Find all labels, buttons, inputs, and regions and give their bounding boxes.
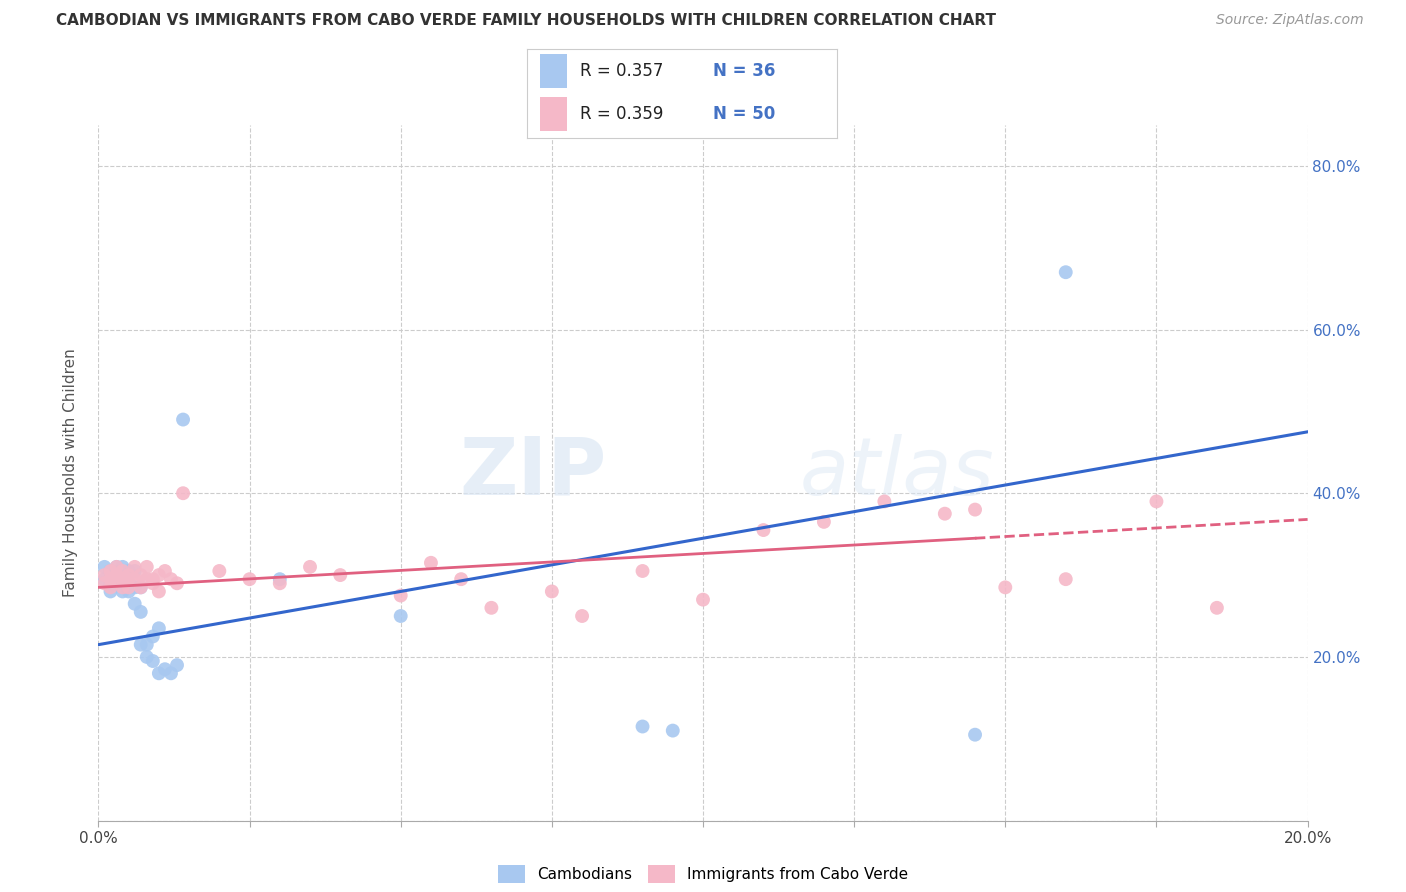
Bar bbox=[540, 97, 568, 131]
Point bbox=[631, 564, 654, 578]
Point bbox=[100, 580, 122, 594]
Point bbox=[208, 564, 231, 578]
Point bbox=[329, 568, 352, 582]
Point bbox=[93, 560, 115, 574]
Point bbox=[540, 584, 562, 599]
Point bbox=[148, 584, 170, 599]
Point bbox=[118, 564, 141, 578]
Point bbox=[172, 412, 194, 426]
Point bbox=[148, 621, 170, 635]
Point bbox=[420, 556, 443, 570]
Point bbox=[873, 494, 896, 508]
Bar bbox=[540, 54, 568, 88]
Point bbox=[160, 572, 183, 586]
Point bbox=[105, 572, 128, 586]
Point bbox=[105, 568, 128, 582]
Point bbox=[1206, 600, 1229, 615]
Point bbox=[105, 572, 128, 586]
Point bbox=[111, 572, 134, 586]
Point bbox=[160, 666, 183, 681]
Point bbox=[172, 486, 194, 500]
Point bbox=[93, 572, 115, 586]
Text: CAMBODIAN VS IMMIGRANTS FROM CABO VERDE FAMILY HOUSEHOLDS WITH CHILDREN CORRELAT: CAMBODIAN VS IMMIGRANTS FROM CABO VERDE … bbox=[56, 13, 997, 29]
Point bbox=[111, 584, 134, 599]
Point bbox=[148, 666, 170, 681]
Point bbox=[148, 568, 170, 582]
Point bbox=[93, 568, 115, 582]
Point bbox=[142, 572, 165, 586]
Point bbox=[105, 572, 128, 586]
Legend: Cambodians, Immigrants from Cabo Verde: Cambodians, Immigrants from Cabo Verde bbox=[492, 859, 914, 889]
Point bbox=[118, 580, 141, 594]
Point bbox=[124, 572, 146, 586]
Point bbox=[129, 605, 152, 619]
Point bbox=[965, 728, 987, 742]
Point bbox=[129, 568, 152, 582]
Point bbox=[105, 560, 128, 574]
Point bbox=[111, 560, 134, 574]
Text: atlas: atlas bbox=[800, 434, 994, 512]
Point bbox=[166, 658, 188, 673]
Point bbox=[239, 572, 262, 586]
Point bbox=[124, 560, 146, 574]
Point bbox=[1054, 265, 1077, 279]
Point bbox=[135, 572, 157, 586]
Point bbox=[692, 592, 714, 607]
Point bbox=[100, 576, 122, 591]
Point bbox=[93, 576, 115, 591]
Point bbox=[100, 564, 122, 578]
Text: R = 0.359: R = 0.359 bbox=[579, 105, 664, 123]
Point bbox=[389, 589, 412, 603]
Point bbox=[118, 576, 141, 591]
Point bbox=[153, 564, 176, 578]
Point bbox=[100, 572, 122, 586]
Text: N = 50: N = 50 bbox=[713, 105, 775, 123]
Point bbox=[450, 572, 472, 586]
Point bbox=[129, 638, 152, 652]
Point bbox=[111, 572, 134, 586]
Point bbox=[299, 560, 322, 574]
Point bbox=[1054, 572, 1077, 586]
Point bbox=[135, 638, 157, 652]
Point bbox=[662, 723, 685, 738]
Y-axis label: Family Households with Children: Family Households with Children bbox=[63, 349, 77, 597]
Point bbox=[100, 564, 122, 578]
Point bbox=[118, 572, 141, 586]
Point bbox=[142, 630, 165, 644]
Point bbox=[269, 576, 291, 591]
Point bbox=[124, 597, 146, 611]
Point bbox=[153, 662, 176, 676]
Text: N = 36: N = 36 bbox=[713, 62, 775, 80]
Point bbox=[124, 564, 146, 578]
Point bbox=[994, 580, 1017, 594]
Point bbox=[166, 576, 188, 591]
Point bbox=[135, 560, 157, 574]
Point bbox=[118, 584, 141, 599]
Point bbox=[111, 564, 134, 578]
Point bbox=[481, 600, 503, 615]
Point bbox=[100, 584, 122, 599]
Point bbox=[118, 568, 141, 582]
Point bbox=[124, 580, 146, 594]
Point bbox=[105, 560, 128, 574]
Point bbox=[129, 580, 152, 594]
Point bbox=[752, 523, 775, 537]
Point bbox=[111, 580, 134, 594]
Point bbox=[1144, 494, 1167, 508]
Point bbox=[813, 515, 835, 529]
Point bbox=[269, 572, 291, 586]
Text: ZIP: ZIP bbox=[458, 434, 606, 512]
Point bbox=[934, 507, 956, 521]
Point bbox=[129, 580, 152, 594]
Point bbox=[142, 576, 165, 591]
Text: Source: ZipAtlas.com: Source: ZipAtlas.com bbox=[1216, 13, 1364, 28]
Point bbox=[135, 649, 157, 664]
Point bbox=[389, 609, 412, 624]
Point bbox=[631, 719, 654, 733]
Point bbox=[571, 609, 593, 624]
Text: R = 0.357: R = 0.357 bbox=[579, 62, 664, 80]
Point bbox=[142, 654, 165, 668]
Point bbox=[965, 502, 987, 516]
